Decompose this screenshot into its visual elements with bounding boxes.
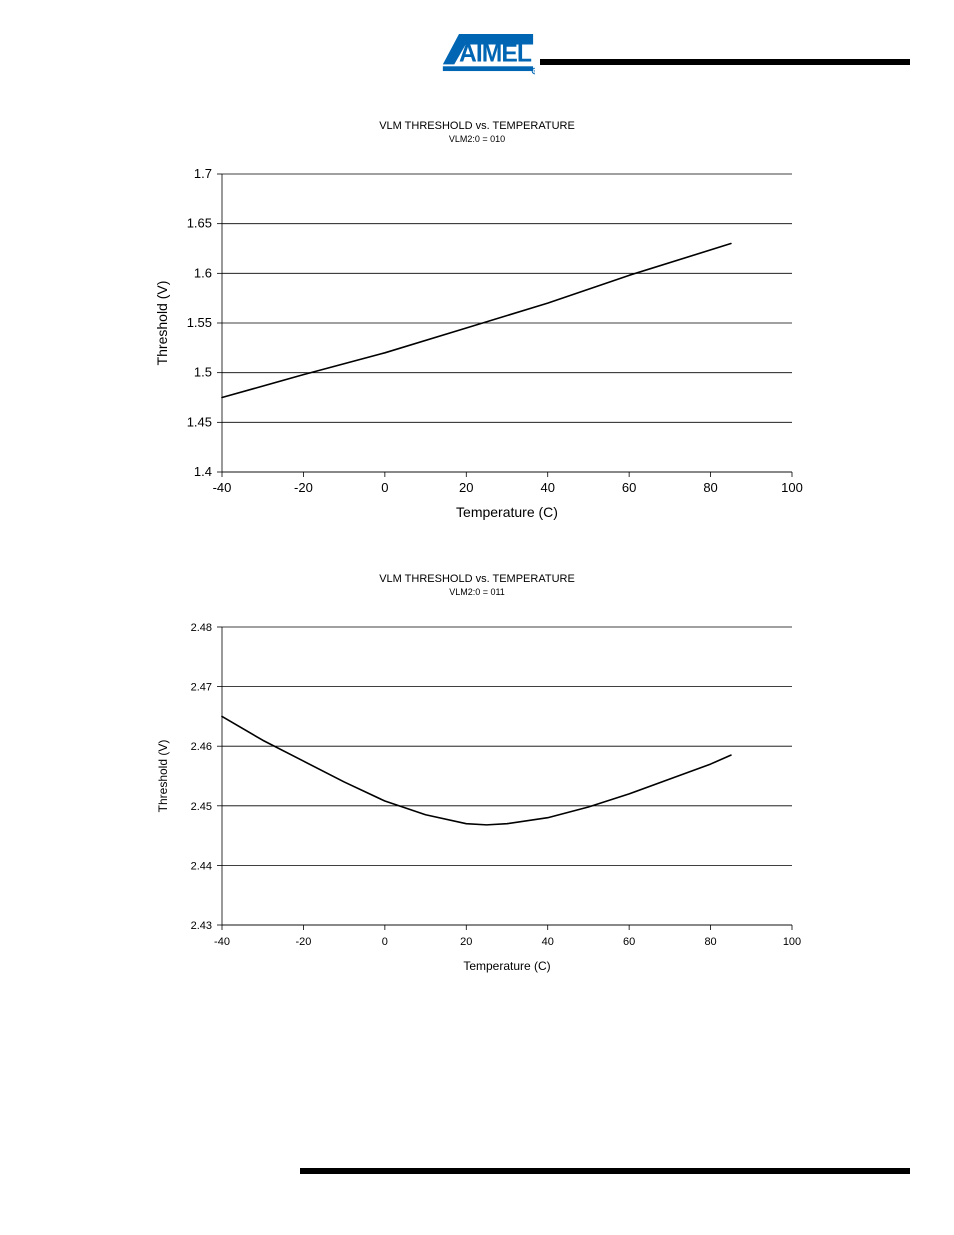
svg-text:100: 100 bbox=[783, 936, 801, 948]
svg-text:60: 60 bbox=[623, 936, 635, 948]
svg-text:Threshold (V): Threshold (V) bbox=[156, 740, 170, 813]
svg-text:2.44: 2.44 bbox=[191, 860, 212, 872]
svg-text:-40: -40 bbox=[214, 936, 230, 948]
svg-text:60: 60 bbox=[622, 480, 636, 495]
chart-vlm-011: VLM THRESHOLD vs. TEMPERATURE VLM2:0 = 0… bbox=[0, 573, 954, 1007]
svg-text:0: 0 bbox=[381, 480, 388, 495]
svg-text:Temperature (C): Temperature (C) bbox=[463, 959, 550, 973]
svg-text:1.5: 1.5 bbox=[194, 365, 212, 380]
atmel-logo: AIMEL R bbox=[440, 29, 535, 82]
svg-text:40: 40 bbox=[540, 480, 554, 495]
svg-text:20: 20 bbox=[460, 936, 472, 948]
svg-text:-20: -20 bbox=[294, 480, 313, 495]
svg-text:-20: -20 bbox=[295, 936, 311, 948]
header-rule bbox=[540, 59, 910, 65]
svg-text:40: 40 bbox=[542, 936, 554, 948]
page: AIMEL R VLM THRESHOLD vs. TEMPERATURE VL… bbox=[0, 0, 954, 1235]
svg-text:1.45: 1.45 bbox=[187, 414, 212, 429]
svg-text:Threshold (V): Threshold (V) bbox=[154, 281, 170, 366]
svg-text:0: 0 bbox=[382, 936, 388, 948]
atmel-logo-icon: AIMEL R bbox=[440, 29, 535, 77]
svg-text:-40: -40 bbox=[213, 480, 232, 495]
svg-text:Temperature (C): Temperature (C) bbox=[456, 504, 558, 520]
chart-vlm-010: VLM THRESHOLD vs. TEMPERATURE VLM2:0 = 0… bbox=[0, 120, 954, 554]
svg-text:2.43: 2.43 bbox=[191, 920, 212, 932]
svg-text:2.46: 2.46 bbox=[191, 741, 212, 753]
svg-text:1.7: 1.7 bbox=[194, 166, 212, 181]
footer-rule bbox=[300, 1168, 910, 1174]
svg-text:2.48: 2.48 bbox=[191, 622, 212, 634]
page-header: AIMEL R bbox=[0, 35, 954, 90]
svg-text:AIMEL: AIMEL bbox=[459, 41, 532, 68]
svg-text:1.6: 1.6 bbox=[194, 265, 212, 280]
chart-plot: 2.43 2.44 2.45 2.46 2.47 2.48 -40 -20 0 20 40 60 80 1… bbox=[127, 607, 827, 1007]
svg-text:1.65: 1.65 bbox=[187, 216, 212, 231]
svg-text:1.4: 1.4 bbox=[194, 464, 212, 479]
chart-subtitle: VLM2:0 = 010 bbox=[0, 134, 954, 144]
chart-subtitle: VLM2:0 = 011 bbox=[0, 587, 954, 597]
chart-plot: 1.4 1.45 1.5 1.55 1.6 1.65 1.7 -40 -20 0 20 40 60 80 1… bbox=[127, 154, 827, 554]
chart-title: VLM THRESHOLD vs. TEMPERATURE bbox=[0, 573, 954, 585]
svg-text:1.55: 1.55 bbox=[187, 315, 212, 330]
svg-text:80: 80 bbox=[703, 480, 717, 495]
svg-text:R: R bbox=[533, 69, 535, 74]
svg-text:80: 80 bbox=[704, 936, 716, 948]
chart-title: VLM THRESHOLD vs. TEMPERATURE bbox=[0, 120, 954, 132]
svg-text:20: 20 bbox=[459, 480, 473, 495]
svg-text:2.45: 2.45 bbox=[191, 801, 212, 813]
svg-text:100: 100 bbox=[781, 480, 803, 495]
svg-text:2.47: 2.47 bbox=[191, 682, 212, 694]
